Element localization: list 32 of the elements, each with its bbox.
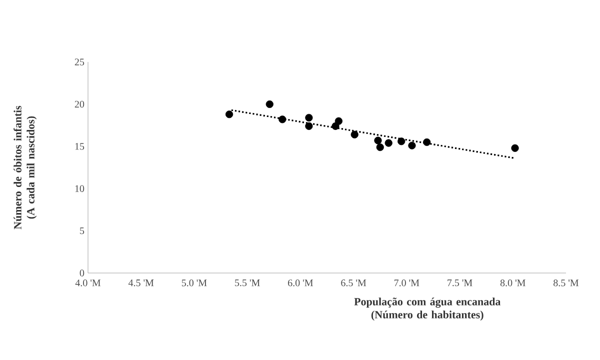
- point: [511, 144, 519, 152]
- point: [374, 136, 382, 144]
- y-tick-label: 5: [80, 227, 84, 234]
- point: [278, 116, 286, 124]
- point: [266, 100, 274, 108]
- point: [398, 138, 406, 146]
- x-tick-label: 8.5 'M: [554, 280, 579, 286]
- point: [423, 138, 431, 146]
- x-axis-title: População com água encanada (Número de habitantes): [354, 298, 501, 321]
- y-tick-label: 10: [75, 185, 84, 192]
- y-tick-label: 25: [74, 58, 84, 66]
- point: [225, 110, 234, 118]
- x-tick-label: 4.5 'M: [128, 280, 154, 286]
- y-tick-label: 15: [75, 143, 84, 150]
- point: [334, 117, 342, 125]
- x-tick-label: 7.5 'M: [448, 280, 472, 286]
- x-tick-label: 4.0 'M: [75, 280, 101, 286]
- x-tick-label: 6.5 'M: [341, 280, 366, 286]
- x-tick-label: 5.5 'M: [235, 280, 260, 286]
- point: [305, 122, 313, 130]
- x-tick-label: 6.0 'M: [288, 280, 313, 286]
- point: [384, 139, 392, 147]
- point: [408, 142, 416, 150]
- point: [350, 130, 358, 138]
- y-tick-label: 20: [74, 100, 84, 108]
- point: [305, 114, 313, 122]
- point: [376, 143, 384, 152]
- y-tick-label: 0: [80, 270, 84, 276]
- x-tick-label: 8.0 'M: [500, 280, 526, 286]
- x-tick-label: 7.0 'M: [394, 280, 420, 286]
- x-tick-label: 5.0 'M: [182, 280, 207, 286]
- y-axis-title: Número de óbitos infantis (A cada mil nascidos): [14, 106, 37, 230]
